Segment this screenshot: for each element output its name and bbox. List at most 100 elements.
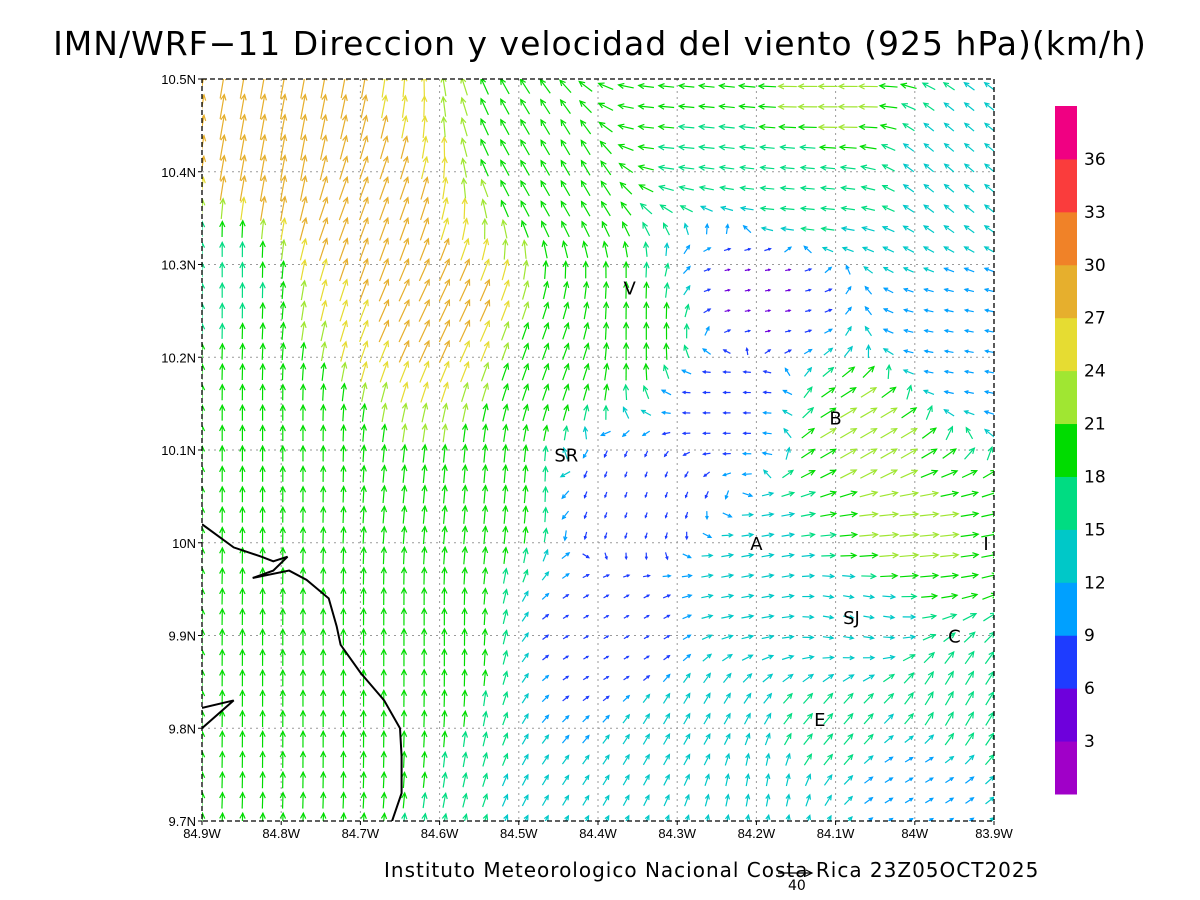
wind-vector [481, 443, 489, 463]
wind-vector [640, 409, 652, 416]
colorbar-label: 27 [1084, 309, 1106, 329]
wind-vector [239, 770, 246, 789]
wind-vector [657, 123, 675, 131]
city-label: SR [554, 446, 578, 467]
wind-vector [219, 424, 226, 441]
wind-vector [985, 711, 994, 726]
wind-vector [837, 83, 858, 90]
wind-vector [459, 319, 471, 343]
wind-vector [299, 195, 308, 221]
wind-vector [779, 185, 795, 192]
wind-vector [643, 241, 650, 257]
wind-vector [219, 750, 226, 768]
wind-vector [781, 614, 795, 620]
wind-vector [637, 123, 654, 131]
wind-vector [822, 573, 836, 579]
wind-vector [541, 239, 548, 259]
wind-vector [279, 689, 286, 707]
wind-vector [780, 226, 794, 232]
wind-vector [482, 731, 489, 747]
wind-vector [698, 185, 714, 191]
city-label: E [814, 710, 825, 731]
wind-vector [279, 791, 287, 809]
wind-vector [683, 244, 691, 255]
wind-vector [401, 423, 408, 443]
wind-vector [878, 82, 898, 90]
wind-vector [279, 424, 286, 441]
wind-vector [618, 162, 634, 174]
wind-vector [984, 754, 994, 766]
wind-vector [879, 552, 900, 559]
wind-vector [461, 668, 468, 687]
wind-vector [724, 288, 731, 292]
wind-vector [501, 773, 509, 787]
wind-vector [799, 164, 815, 171]
wind-vector [843, 635, 855, 640]
wind-vector [259, 240, 266, 258]
wind-vector [765, 813, 771, 821]
wind-vector [602, 574, 611, 578]
wind-vector [360, 525, 367, 544]
wind-vector [418, 298, 430, 322]
wind-vector [541, 362, 550, 381]
wind-vector [481, 525, 489, 545]
wind-vector [460, 360, 470, 383]
wind-vector [684, 303, 690, 318]
wind-vector [843, 795, 854, 805]
wind-vector [479, 278, 491, 302]
wind-vector [802, 654, 815, 660]
wind-vector [299, 627, 307, 646]
wind-vector [583, 491, 588, 499]
wind-vector [340, 423, 347, 442]
wind-vector [781, 552, 795, 559]
wind-vector [719, 185, 734, 191]
wind-vector [542, 424, 549, 441]
wind-vector [697, 144, 715, 151]
wind-vector [840, 407, 858, 419]
wind-vector [622, 774, 630, 786]
wind-vector [320, 93, 328, 119]
wind-vector [299, 485, 307, 503]
wind-vector [340, 791, 347, 809]
wind-vector [722, 672, 732, 684]
wind-vector [624, 814, 630, 821]
wind-vector [664, 512, 668, 519]
wind-vector [439, 360, 450, 383]
wind-vector [580, 179, 591, 197]
wind-vector [259, 218, 267, 240]
wind-vector [940, 531, 960, 539]
wind-vector [902, 614, 917, 620]
wind-vector [380, 381, 389, 403]
wind-vector [742, 673, 753, 683]
wind-vector [462, 771, 468, 788]
wind-vector [903, 328, 914, 334]
wind-vector [441, 423, 448, 443]
wind-vector [603, 594, 610, 599]
wind-vector [240, 196, 247, 221]
wind-vector [279, 811, 287, 821]
wind-vector [360, 648, 367, 666]
wind-vector [299, 587, 307, 605]
wind-vector [662, 222, 670, 236]
wind-vector [540, 139, 551, 156]
wind-vector [239, 791, 246, 809]
wind-vector [502, 443, 509, 463]
wind-vector [764, 288, 772, 292]
wind-vector [941, 469, 959, 478]
wind-vector [744, 247, 752, 251]
wind-vector [239, 709, 246, 728]
wind-vector [681, 431, 691, 436]
wind-vector [803, 733, 813, 745]
wind-vector [319, 257, 328, 282]
wind-vector [219, 505, 226, 523]
wind-vector [421, 443, 428, 463]
wind-vector [863, 733, 874, 745]
wind-vector [963, 142, 975, 152]
wind-vector [461, 381, 469, 403]
wind-vector [441, 647, 448, 667]
wind-vector [202, 93, 207, 111]
wind-vector [562, 362, 570, 381]
wind-vector [822, 673, 835, 683]
wind-vector [539, 79, 551, 94]
wind-vector [864, 285, 873, 295]
